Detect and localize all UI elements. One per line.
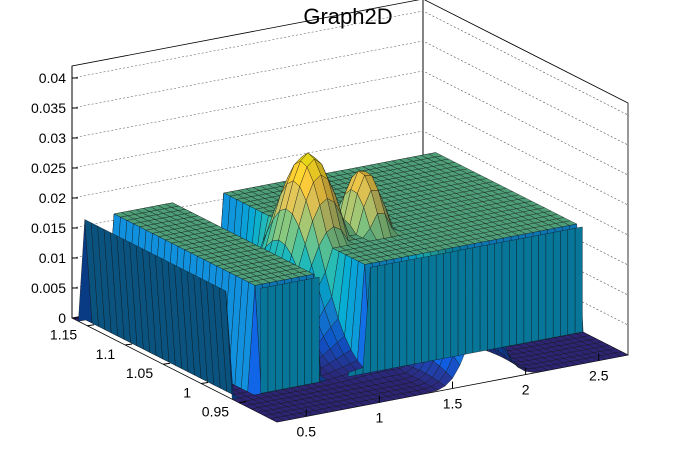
z-gridline <box>71 70 629 176</box>
surface-skirt <box>392 261 400 369</box>
surface-cell <box>270 417 285 423</box>
surface-skirt <box>443 251 451 359</box>
chart-title: Graph2D <box>303 4 393 29</box>
y-tick-label: 1.15 <box>50 327 77 343</box>
surface-skirt <box>523 236 532 344</box>
y-tick <box>87 324 95 327</box>
surface-skirt <box>370 265 378 373</box>
surface-skirt <box>516 237 525 345</box>
surface-skirt <box>304 278 313 386</box>
surface-skirt <box>479 244 488 352</box>
surface-skirt <box>260 286 269 394</box>
z-gridline <box>71 100 629 206</box>
surface-skirt <box>457 248 466 356</box>
surface-skirt <box>421 255 430 363</box>
z-tick-label: 0.03 <box>39 130 66 146</box>
x-tick-label: 1 <box>375 409 383 425</box>
surface-skirt <box>311 276 320 384</box>
x-tick-label: 2.5 <box>589 368 609 384</box>
y-tick <box>201 381 209 384</box>
surface-skirt <box>501 240 510 348</box>
surface-skirt <box>567 228 576 335</box>
surface-skirt <box>487 243 495 351</box>
y-tick-label: 1.1 <box>96 346 116 362</box>
surface-skirt <box>560 229 568 337</box>
surface-skirt <box>494 241 503 349</box>
surface-skirt <box>531 235 539 342</box>
surface-skirt <box>384 262 393 370</box>
surface-skirt <box>450 250 459 358</box>
surface-skirt <box>428 254 437 362</box>
z-tick-label: 0.01 <box>39 250 66 266</box>
y-tick <box>238 401 247 404</box>
surface-skirt <box>436 253 444 361</box>
x-tick-label: 2 <box>522 382 530 398</box>
surface-skirt <box>377 264 386 372</box>
x-tick-label: 0.5 <box>297 423 317 439</box>
surface-skirt <box>472 246 481 354</box>
surface-skirt <box>399 260 408 368</box>
surface-skirt <box>275 283 283 391</box>
surface-skirt <box>414 257 422 365</box>
z-gridline <box>71 40 629 146</box>
z-tick-label: 0.04 <box>39 70 66 86</box>
z-tick-label: 0.035 <box>31 100 66 116</box>
y-tick-label: 1.05 <box>126 365 153 381</box>
surface-skirt <box>553 230 561 338</box>
surface-skirt <box>538 233 547 341</box>
z-tick-label: 0.02 <box>39 190 66 206</box>
surface-skirt <box>406 258 415 366</box>
y-tick-label: 0.95 <box>202 404 229 420</box>
surface-skirt <box>289 281 298 388</box>
surface-skirt <box>267 285 276 393</box>
x-tick-label: 1.5 <box>443 396 463 412</box>
surface-skirt <box>545 232 554 340</box>
y-tick <box>163 362 171 365</box>
z-tick-label: 0.015 <box>31 220 66 236</box>
surface-skirt <box>574 226 583 334</box>
z-gridline <box>71 130 629 236</box>
y-tick-label: 1 <box>183 384 191 400</box>
surface-skirt <box>509 239 517 347</box>
z-tick-label: 0 <box>58 310 66 326</box>
surface-skirt <box>282 282 291 390</box>
z-gridline <box>71 10 629 116</box>
z-tick-label: 0.005 <box>31 280 66 296</box>
y-tick <box>125 343 133 346</box>
surface-skirt <box>297 279 305 387</box>
surface-skirt <box>465 247 473 355</box>
z-tick-label: 0.025 <box>31 160 66 176</box>
